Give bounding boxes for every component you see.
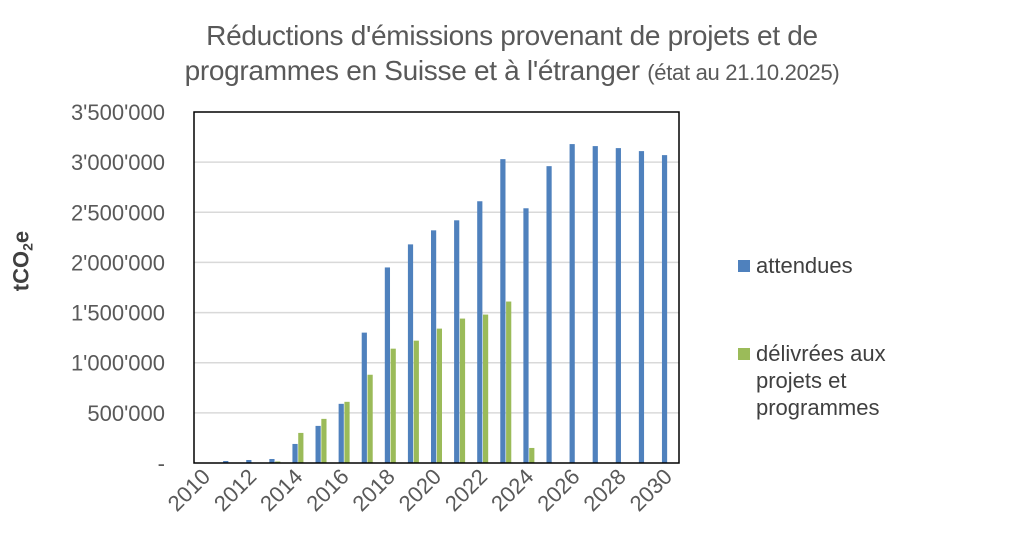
x-tick-label: 2012 (209, 464, 261, 516)
x-tick-label: 2010 (163, 464, 215, 516)
bar-delivrees-2019 (413, 340, 419, 463)
x-tick-label: 2014 (255, 464, 307, 516)
bar-attendues-2028 (615, 148, 621, 464)
bar-delivrees-2013 (275, 461, 281, 463)
bar-attendues-2025 (546, 166, 552, 463)
x-tick-label: 2026 (532, 464, 584, 516)
bar-delivrees-2020 (436, 328, 442, 463)
bar-attendues-2020 (431, 230, 437, 463)
x-tick-label: 2022 (440, 464, 492, 516)
bar-attendues-2026 (569, 144, 575, 463)
bar-attendues-2024 (523, 208, 529, 463)
bar-delivrees-2023 (506, 301, 512, 463)
x-tick-label: 2020 (394, 464, 446, 516)
x-tick-label: 2028 (579, 464, 631, 516)
y-tick-label: 2'500'000 (71, 200, 165, 225)
plot-frame (193, 111, 680, 464)
legend-swatch (738, 348, 750, 360)
bar-delivrees-2024 (529, 447, 535, 463)
bars (223, 144, 668, 464)
bar-attendues-2029 (638, 151, 645, 463)
legend-label: délivrées aux projets et programmes (756, 341, 886, 420)
y-tick-label: 3'000'000 (71, 150, 165, 175)
chart-title-text-2: programmes en Suisse et à l'étranger (184, 55, 641, 86)
x-tick-label: 2016 (301, 464, 353, 516)
bar-delivrees-2015 (321, 418, 327, 463)
bar-attendues-2027 (592, 146, 598, 463)
bar-attendues-2023 (500, 159, 506, 464)
x-tick-label: 2030 (625, 464, 677, 516)
bar-attendues-2013 (269, 458, 275, 463)
bar-attendues-2019 (407, 244, 414, 463)
bar-attendues-2017 (361, 332, 367, 463)
bar-attendues-2012 (246, 459, 252, 463)
x-tick-label: 2018 (348, 464, 400, 516)
legend-swatch (738, 260, 750, 272)
y-tick-label: - (158, 451, 165, 476)
chart-title-line-2: programmes en Suisse et à l'étranger (ét… (0, 55, 1024, 87)
legend-label: attendues (756, 253, 853, 278)
x-axis-ticks: 2010201220142016201820202022202420262028… (163, 464, 677, 516)
bar-attendues-2021 (454, 220, 460, 463)
chart-subtitle-date: (état au 21.10.2025) (647, 60, 840, 85)
y-tick-label: 3'500'000 (71, 100, 165, 125)
bar-attendues-2011 (223, 460, 229, 463)
bar-attendues-2030 (661, 155, 668, 463)
chart-title-line-1: Réductions d'émissions provenant de proj… (0, 20, 1024, 52)
bar-attendues-2014 (292, 443, 298, 463)
y-tick-label: 1'500'000 (71, 301, 165, 326)
y-axis-ticks: - 500'000 1'000'000 1'500'000 2'000'000 2'500… (71, 100, 165, 476)
bar-delivrees-2017 (367, 374, 373, 463)
y-tick-label: 500'000 (87, 401, 165, 426)
bar-attendues-2022 (477, 201, 483, 464)
x-tick-label: 2024 (486, 464, 538, 516)
bar-attendues-2016 (338, 403, 344, 463)
y-tick-label: 2'000'000 (71, 250, 165, 275)
y-tick-label: 1'000'000 (71, 351, 165, 376)
bar-delivrees-2021 (459, 318, 466, 463)
bar-delivrees-2022 (482, 314, 489, 463)
gridlines (194, 161, 679, 414)
bar-attendues-2018 (384, 267, 391, 463)
bar-attendues-2015 (315, 425, 321, 463)
bar-delivrees-2014 (298, 432, 304, 463)
bar-delivrees-2018 (390, 348, 396, 463)
chart-title-text-1: Réductions d'émissions provenant de proj… (206, 20, 818, 51)
bar-delivrees-2016 (344, 401, 350, 463)
